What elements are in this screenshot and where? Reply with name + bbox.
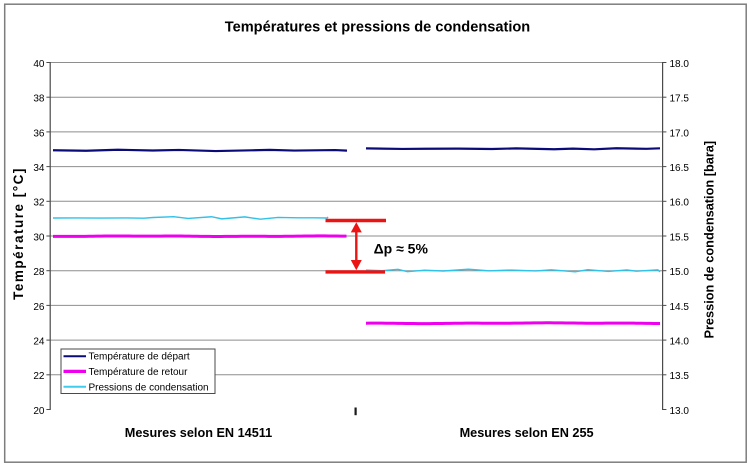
svg-text:16.0: 16.0 <box>670 198 690 209</box>
svg-text:30: 30 <box>33 232 45 243</box>
svg-text:Températures et pressions de c: Températures et pressions de condensatio… <box>225 20 531 36</box>
svg-text:Température de retour: Température de retour <box>89 367 189 378</box>
svg-text:17.0: 17.0 <box>670 128 690 139</box>
svg-text:15.5: 15.5 <box>670 232 690 243</box>
svg-text:Δp ≈ 5%: Δp ≈ 5% <box>374 241 429 257</box>
svg-text:34: 34 <box>33 163 45 174</box>
svg-text:Mesures selon EN 14511: Mesures selon EN 14511 <box>125 426 272 440</box>
svg-text:24: 24 <box>33 337 45 348</box>
svg-text:13.5: 13.5 <box>670 371 690 382</box>
svg-text:38: 38 <box>33 94 45 105</box>
svg-text:14.0: 14.0 <box>670 337 690 348</box>
svg-text:18.0: 18.0 <box>670 59 690 70</box>
svg-text:28: 28 <box>33 267 45 278</box>
svg-text:17.5: 17.5 <box>670 94 690 105</box>
svg-text:Température de départ: Température de départ <box>89 352 190 363</box>
svg-text:Mesures selon EN 255: Mesures selon EN 255 <box>460 426 594 440</box>
svg-text:15.0: 15.0 <box>670 267 690 278</box>
svg-text:40: 40 <box>33 59 45 70</box>
svg-text:36: 36 <box>33 128 45 139</box>
svg-text:Température [°C]: Température [°C] <box>11 167 26 300</box>
svg-text:14.5: 14.5 <box>670 302 690 313</box>
svg-text:Pression de condensation [bara: Pression de condensation [bara] <box>702 141 717 339</box>
svg-text:32: 32 <box>33 198 45 209</box>
svg-text:26: 26 <box>33 302 45 313</box>
svg-text:16.5: 16.5 <box>670 163 690 174</box>
svg-text:Pressions de condensation: Pressions de condensation <box>89 382 209 393</box>
svg-text:13.0: 13.0 <box>670 406 690 417</box>
svg-text:20: 20 <box>33 406 45 417</box>
svg-text:22: 22 <box>33 371 45 382</box>
